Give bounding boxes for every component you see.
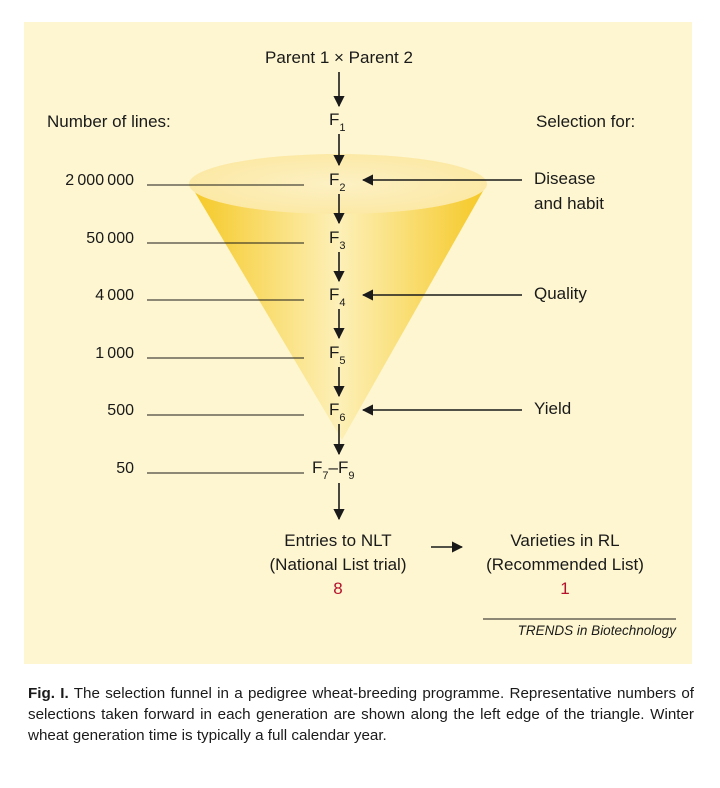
generation-f6: F6 xyxy=(329,400,346,424)
generation-f1: F1 xyxy=(329,110,346,134)
parents-label: Parent 1 × Parent 2 xyxy=(265,48,413,67)
outcome-nlt-value: 8 xyxy=(333,579,342,598)
caption-label: Fig. I. xyxy=(28,685,69,702)
lines-count-f7-f9: 50 xyxy=(116,460,134,477)
selection-yield: Yield xyxy=(534,399,571,418)
selection-for-header: Selection for: xyxy=(536,112,635,131)
lines-count-f6: 500 xyxy=(107,402,134,419)
outcome-rl-value: 1 xyxy=(560,579,569,598)
outcome-rl-title: Varieties in RL xyxy=(510,531,619,550)
generation-f2: F2 xyxy=(329,170,346,194)
lines-count-leaders xyxy=(147,184,304,474)
outcome-nlt-title: Entries to NLT xyxy=(284,531,391,550)
lines-count-f4: 4 000 xyxy=(95,287,134,304)
generation-f5: F5 xyxy=(329,343,346,367)
caption-text: The selection funnel in a pedigree wheat… xyxy=(28,685,695,744)
selection-disease: Disease xyxy=(534,169,595,188)
selection-habit: and habit xyxy=(534,194,604,213)
generation-f7-f9: F7–F9 xyxy=(312,458,354,482)
generation-f4: F4 xyxy=(329,285,346,309)
lines-count-f5: 1 000 xyxy=(95,345,134,362)
generation-f3: F3 xyxy=(329,228,346,252)
selection-arrows xyxy=(361,174,522,416)
outcome-rl-subtitle: (Recommended List) xyxy=(486,555,644,574)
figure-caption: Fig. I. The selection funnel in a pedigr… xyxy=(28,683,694,746)
brand-label: TRENDS in Biotechnology xyxy=(518,623,678,638)
outcome-nlt-subtitle: (National List trial) xyxy=(270,555,407,574)
lines-count-f3: 50 000 xyxy=(86,230,134,247)
selection-quality: Quality xyxy=(534,284,587,303)
funnel-top xyxy=(189,154,487,214)
lines-count-f2: 2 000 000 xyxy=(65,172,134,189)
number-of-lines-header: Number of lines: xyxy=(47,112,171,131)
